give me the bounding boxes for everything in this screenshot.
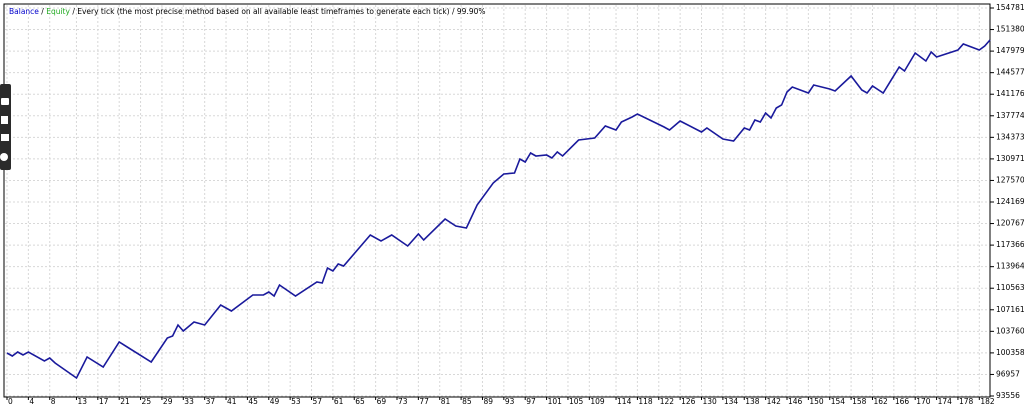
grid: 93556 96957 100358 103760 107161 110563 113964…: [5, 3, 1024, 406]
x-tick-label: 61: [334, 397, 344, 406]
x-tick-label: 101: [548, 397, 563, 406]
legend-sep: /: [39, 7, 46, 16]
y-tick-label: 100358: [996, 348, 1024, 357]
y-tick-label: 117366: [996, 240, 1024, 249]
x-tick-label: 13: [77, 397, 87, 406]
toolbar-bg: [0, 84, 11, 170]
x-tick-label: 114: [617, 397, 632, 406]
x-tick-label: 37: [206, 397, 216, 406]
x-tick-label: 134: [724, 397, 739, 406]
x-tick-label: 89: [483, 397, 493, 406]
y-tick-label: 130971: [996, 154, 1024, 163]
y-tick-label: 124169: [996, 197, 1024, 206]
x-tick-label: 33: [184, 397, 194, 406]
x-tick-label: 85: [462, 397, 472, 406]
legend-rest: / Every tick (the most precise method ba…: [70, 7, 486, 16]
x-tick-label: 69: [377, 397, 387, 406]
x-tick-label: 130: [703, 397, 718, 406]
x-tick-label: 45: [248, 397, 258, 406]
x-tick-label: 174: [938, 397, 953, 406]
x-tick-label: 105: [569, 397, 584, 406]
legend: Balance / Equity / Every tick (the most …: [9, 7, 486, 16]
x-tick-label: 93: [505, 397, 515, 406]
y-tick-label: 113964: [996, 262, 1024, 271]
y-tick-label: 120767: [996, 219, 1024, 228]
window-icon[interactable]: [1, 134, 9, 141]
x-tick-label: 138: [745, 397, 760, 406]
legend-equity: Equity: [46, 7, 70, 16]
y-tick-label: 141176: [996, 89, 1024, 98]
x-tick-label: 162: [873, 397, 888, 406]
video-icon[interactable]: [1, 116, 8, 124]
x-tick-label: 77: [419, 397, 429, 406]
y-tick-label: 107161: [996, 305, 1024, 314]
y-tick-label: 151380: [996, 25, 1024, 34]
x-tick-label: 57: [313, 397, 323, 406]
x-tick-label: 178: [959, 397, 974, 406]
x-tick-label: 166: [895, 397, 910, 406]
balance-line: [6, 39, 991, 380]
x-tick-label: 53: [291, 397, 301, 406]
x-tick-label: 170: [916, 397, 931, 406]
x-tick-label: 97: [526, 397, 536, 406]
x-tick-label: 29: [163, 397, 173, 406]
x-tick-label: 65: [355, 397, 365, 406]
x-tick-label: 142: [767, 397, 782, 406]
x-tick-label: 4: [29, 397, 34, 406]
x-tick-label: 158: [852, 397, 867, 406]
y-tick-label: 96957: [996, 369, 1020, 378]
y-tick-label: 134373: [996, 132, 1024, 141]
toolbar: [0, 84, 11, 170]
plot-frame: [3, 3, 991, 398]
x-tick-label: 8: [51, 397, 56, 406]
y-tick-label: 110563: [996, 283, 1024, 292]
x-tick-label: 109: [590, 397, 605, 406]
x-tick-label: 150: [809, 397, 824, 406]
y-tick-label: 154781: [996, 3, 1024, 12]
x-tick-label: 25: [142, 397, 152, 406]
x-tick-label: 21: [120, 397, 130, 406]
y-tick-label: 103760: [996, 326, 1024, 335]
x-tick-label: 126: [681, 397, 696, 406]
legend-balance: Balance: [9, 7, 39, 16]
camera-icon[interactable]: [1, 98, 9, 105]
x-tick-label: 41: [227, 397, 237, 406]
x-tick-label: 0: [8, 397, 13, 406]
x-tick-label: 118: [638, 397, 653, 406]
x-tick-label: 146: [788, 397, 803, 406]
y-tick-label: 137774: [996, 111, 1024, 120]
x-tick-label: 81: [441, 397, 451, 406]
x-tick-label: 154: [831, 397, 846, 406]
x-tick-label: 49: [270, 397, 280, 406]
y-tick-label: 147979: [996, 46, 1024, 55]
x-tick-label: 73: [398, 397, 408, 406]
x-tick-label: 182: [980, 397, 995, 406]
y-tick-label: 144577: [996, 68, 1024, 77]
x-tick-label: 122: [660, 397, 675, 406]
settings-icon[interactable]: [0, 153, 8, 161]
marks: [6, 39, 991, 380]
x-tick-label: 17: [99, 397, 109, 406]
y-tick-label: 127570: [996, 175, 1024, 184]
y-tick-label: 93556: [996, 391, 1020, 400]
